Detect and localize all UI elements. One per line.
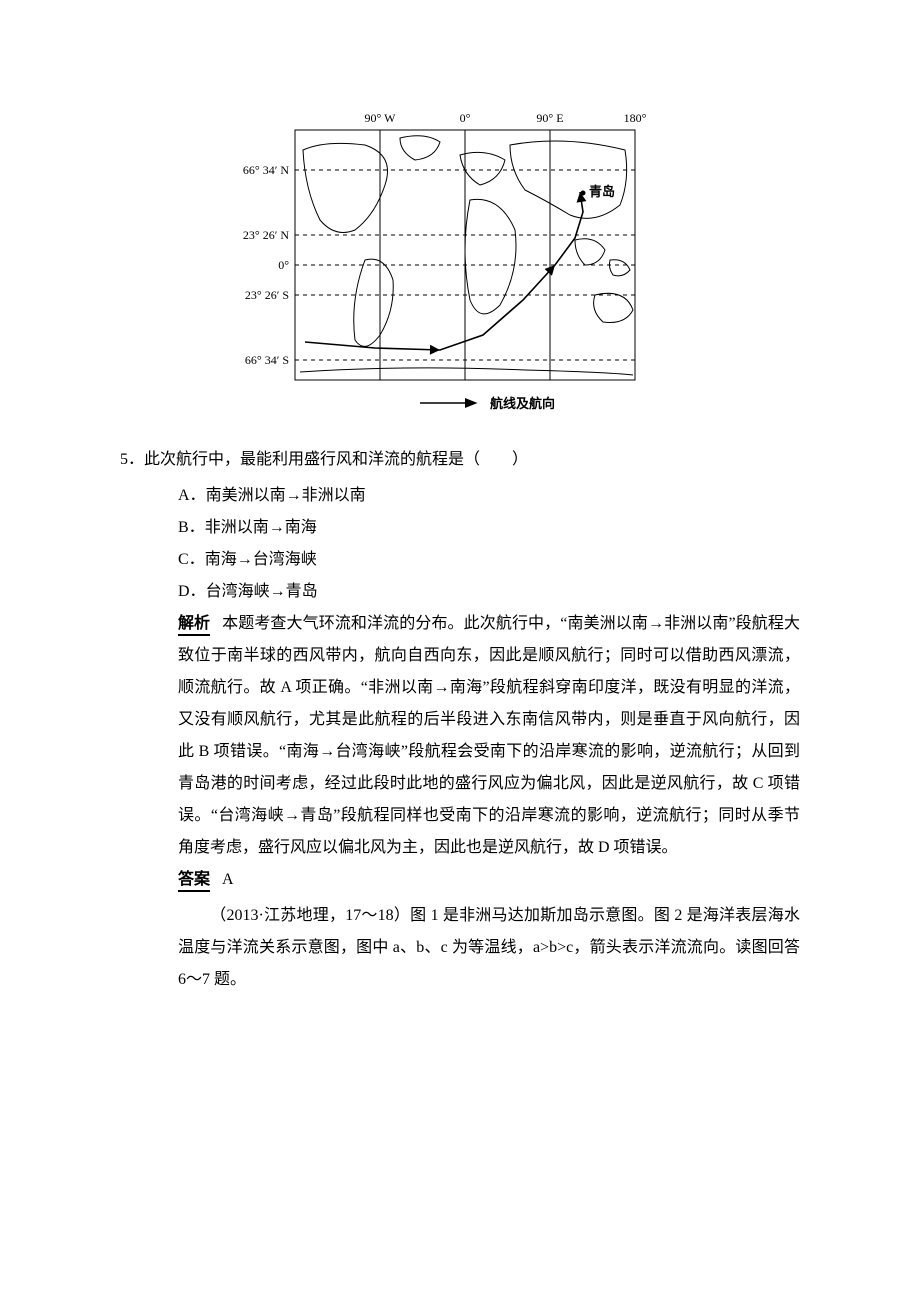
option-text: 台湾海峡→青岛	[206, 583, 318, 600]
next-question-paragraph: （2013·江苏地理，17～18）图 1 是非洲马达加斯加岛示意图。图 2 是海…	[178, 900, 800, 996]
option-text: 南美洲以南→非洲以南	[206, 487, 366, 504]
options-block: A．南美洲以南→非洲以南 B．非洲以南→南海 C．南海→台湾海峡 D．台湾海峡→…	[120, 480, 800, 608]
option-letter: D．	[178, 583, 206, 600]
answer-line: 答案 A	[178, 864, 800, 896]
question-number: 5．	[120, 451, 144, 468]
explanation-block: 解析本题考查大气环流和洋流的分布。此次航行中，“南美洲以南→非洲以南”段航程大致…	[120, 608, 800, 896]
option-text: 非洲以南→南海	[205, 519, 317, 536]
option-b: B．非洲以南→南海	[178, 512, 800, 544]
option-c: C．南海→台湾海峡	[178, 544, 800, 576]
exam-page: 青岛 90° W 0° 90° E 180° 66° 34′ N 23° 26′ N 0°…	[0, 0, 920, 1302]
legend-label: 航线及航向	[490, 396, 555, 411]
option-letter: B．	[178, 519, 205, 536]
svg-text:90° E: 90° E	[536, 111, 563, 125]
option-a: A．南美洲以南→非洲以南	[178, 480, 800, 512]
map-figure-container: 青岛 90° W 0° 90° E 180° 66° 34′ N 23° 26′ N 0°…	[120, 100, 800, 420]
svg-text:0°: 0°	[460, 111, 471, 125]
svg-text:0°: 0°	[278, 258, 289, 272]
question-stem: 5．此次航行中，最能利用盛行风和洋流的航程是（ ）	[120, 444, 800, 476]
longitude-labels: 90° W 0° 90° E 180°	[365, 111, 647, 125]
world-map-figure: 青岛 90° W 0° 90° E 180° 66° 34′ N 23° 26′ N 0°…	[225, 100, 695, 420]
svg-text:66° 34′ N: 66° 34′ N	[243, 163, 289, 177]
explanation-label: 解析	[178, 615, 210, 636]
explanation-body: 本题考查大气环流和洋流的分布。此次航行中，“南美洲以南→非洲以南”段航程大致位于…	[178, 615, 800, 856]
next-question-source: （2013·江苏地理，17～18）	[210, 907, 410, 924]
svg-text:23° 26′ N: 23° 26′ N	[243, 228, 289, 242]
svg-text:90° W: 90° W	[365, 111, 397, 125]
explanation-paragraph: 解析本题考查大气环流和洋流的分布。此次航行中，“南美洲以南→非洲以南”段航程大致…	[178, 608, 800, 864]
map-legend: 航线及航向	[420, 396, 555, 411]
option-letter: A．	[178, 487, 206, 504]
svg-text:66° 34′ S: 66° 34′ S	[245, 353, 289, 367]
landmass-outlines	[300, 136, 633, 375]
qingdao-label: 青岛	[589, 184, 615, 199]
option-d: D．台湾海峡→青岛	[178, 576, 800, 608]
svg-text:23° 26′ S: 23° 26′ S	[245, 288, 289, 302]
question-text: 此次航行中，最能利用盛行风和洋流的航程是（ ）	[144, 451, 528, 468]
latitude-labels: 66° 34′ N 23° 26′ N 0° 23° 26′ S 66° 34′ S	[243, 163, 289, 367]
svg-text:180°: 180°	[624, 111, 647, 125]
next-question-intro: （2013·江苏地理，17～18）图 1 是非洲马达加斯加岛示意图。图 2 是海…	[120, 900, 800, 996]
option-text: 南海→台湾海峡	[205, 551, 317, 568]
voyage-route	[305, 192, 586, 355]
answer-value: A	[222, 871, 234, 888]
answer-label: 答案	[178, 871, 210, 892]
option-letter: C．	[178, 551, 205, 568]
qingdao-marker: 青岛	[581, 184, 616, 199]
